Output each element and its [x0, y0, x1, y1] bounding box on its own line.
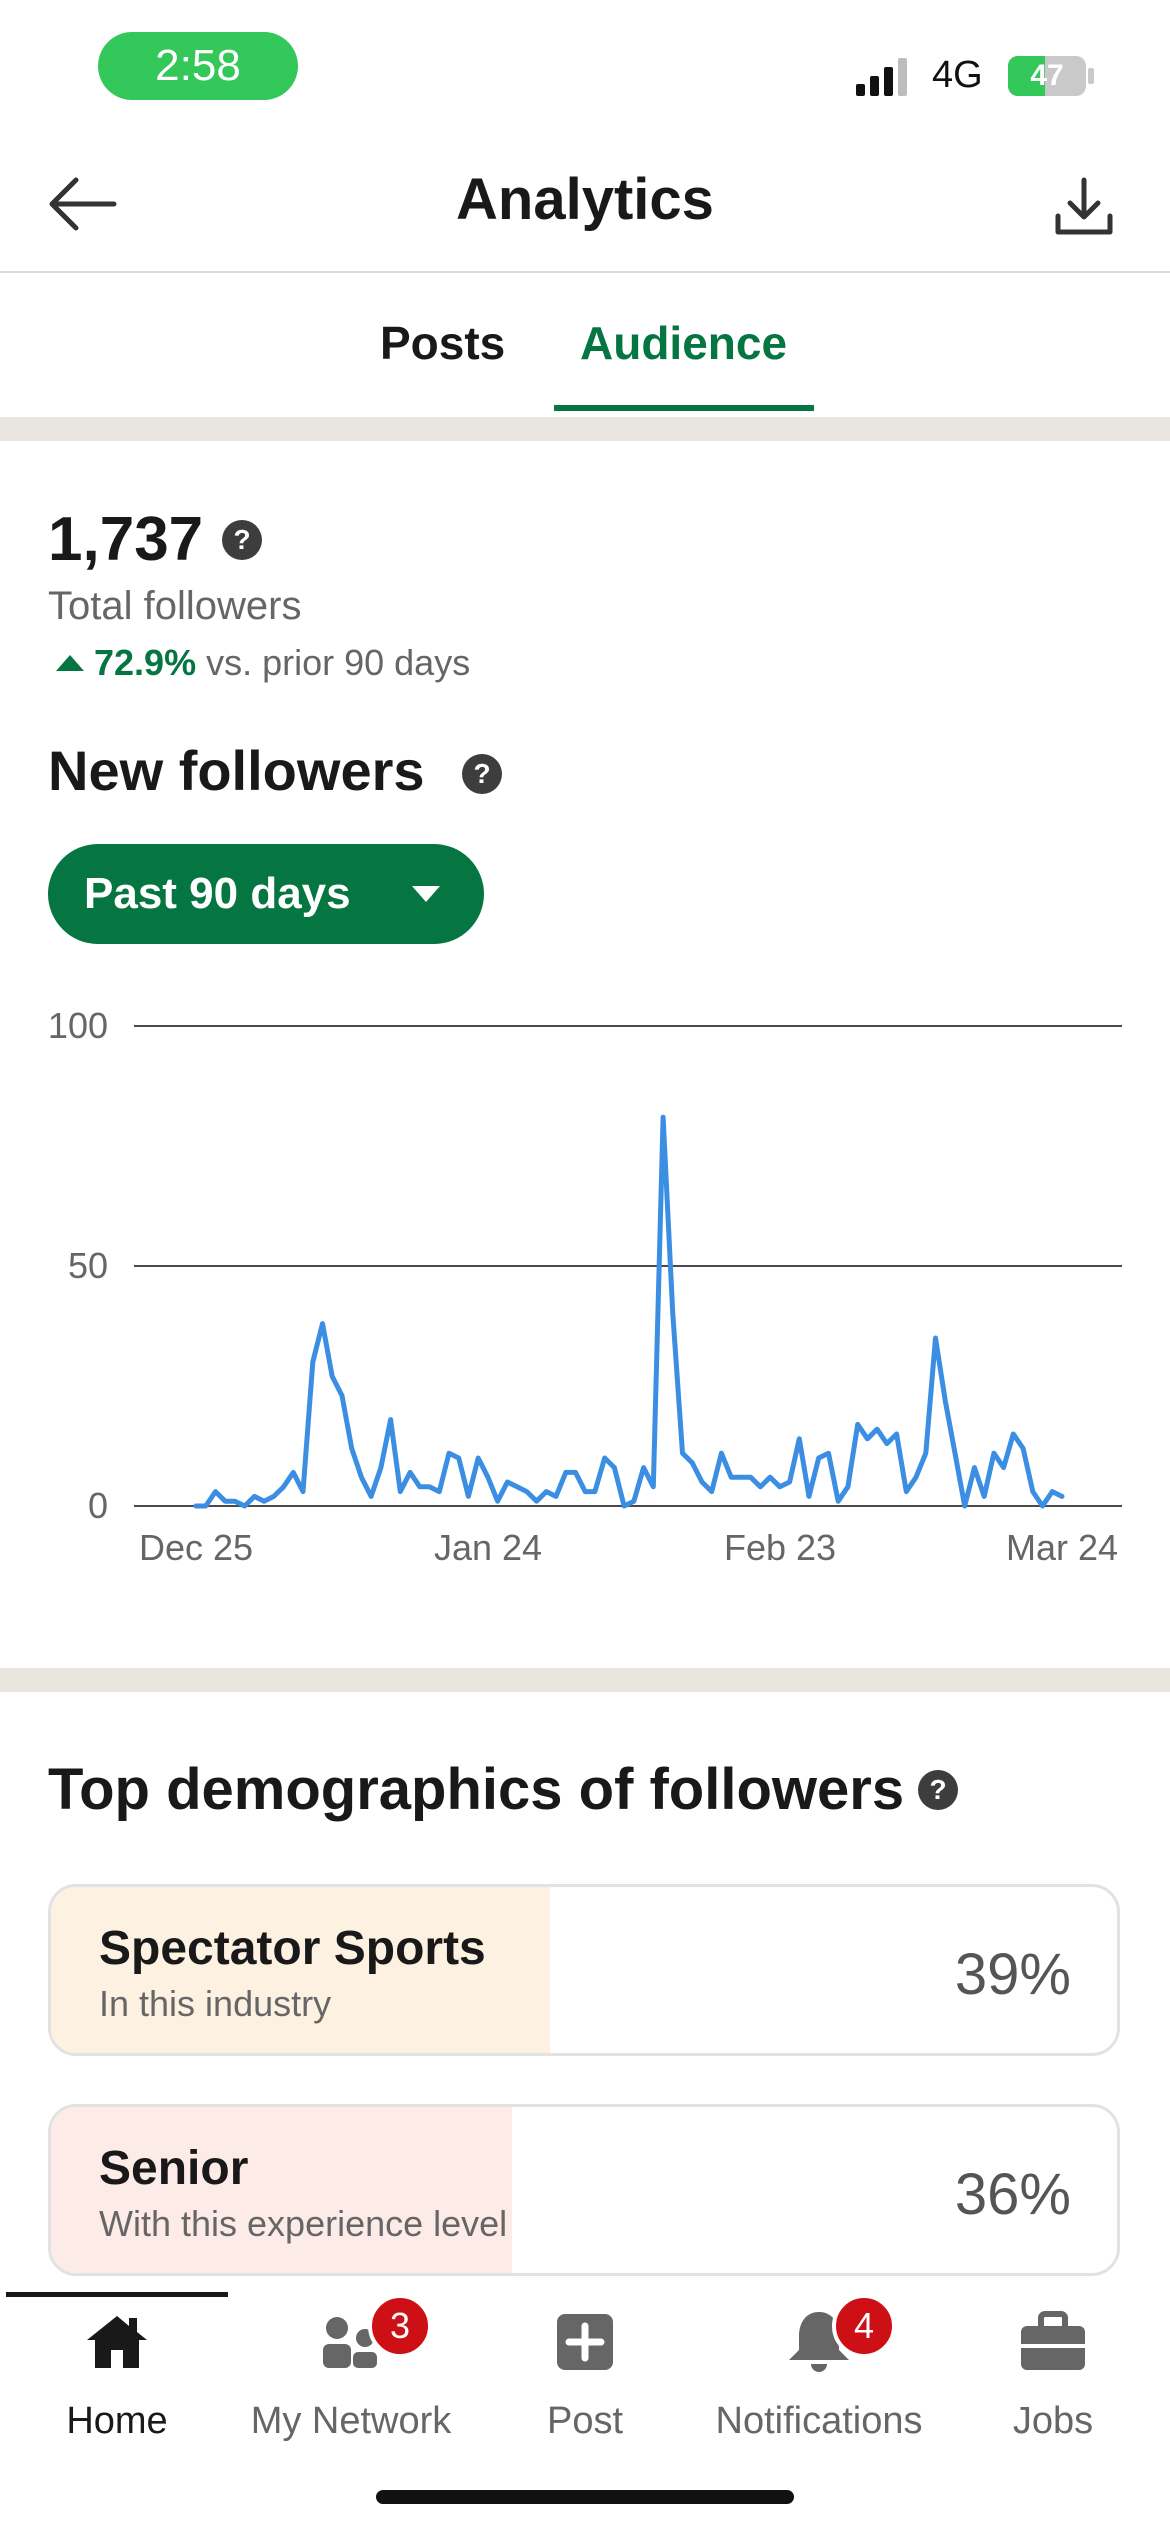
status-time: 2:58 [98, 32, 298, 100]
new-followers-title: New followers [48, 739, 425, 802]
trend-up-icon [56, 655, 84, 671]
nav-my-network[interactable]: 3 My Network [234, 2294, 468, 2452]
demographic-bar [51, 1887, 550, 2053]
demographic-sub: In this industry [99, 1983, 332, 2024]
caret-down-icon [412, 886, 440, 902]
demographic-name: Senior [99, 2142, 249, 2195]
x-tick-label: Dec 25 [139, 1527, 253, 1568]
nav-label: Jobs [1012, 2400, 1094, 2442]
date-range-dropdown[interactable]: Past 90 days [48, 844, 484, 944]
x-tick-label: Mar 24 [1006, 1527, 1118, 1568]
briefcase-icon [1021, 2311, 1085, 2370]
battery-level: 47 [1030, 59, 1064, 92]
y-tick-label: 100 [48, 1005, 108, 1046]
nav-badge: 3 [368, 2294, 432, 2358]
total-followers-count: 1,737 [48, 505, 204, 574]
active-tab-indicator [554, 405, 814, 411]
network-icon [323, 2317, 377, 2368]
home-indicator [376, 2490, 794, 2504]
series-line [193, 1114, 1065, 1509]
demographics-title: Top demographics of followers [48, 1757, 905, 1822]
nav-label: Home [66, 2400, 168, 2442]
demographic-card[interactable]: Senior With this experience level 36% [48, 2104, 1120, 2276]
help-icon[interactable]: ? [462, 754, 502, 794]
demographic-sub: With this experience level [99, 2203, 508, 2244]
home-icon [87, 2316, 147, 2368]
nav-notifications[interactable]: 4 Notifications [702, 2294, 936, 2452]
section-divider [0, 417, 1170, 441]
battery-icon: 47 [1008, 56, 1086, 96]
y-tick-label: 0 [88, 1485, 108, 1526]
total-followers-label: Total followers [48, 584, 302, 628]
y-tick-label: 50 [68, 1245, 108, 1286]
help-icon[interactable]: ? [918, 1770, 958, 1810]
x-tick-label: Feb 23 [724, 1527, 836, 1568]
active-nav-indicator [6, 2292, 228, 2297]
followers-change: 72.9% vs. prior 90 days [56, 642, 470, 684]
demographic-percent: 39% [954, 1942, 1071, 2007]
nav-post[interactable]: Post [468, 2302, 702, 2452]
back-arrow-icon[interactable] [46, 176, 118, 232]
nav-label: My Network [250, 2400, 452, 2442]
download-icon[interactable] [1052, 176, 1116, 240]
change-text: vs. prior 90 days [206, 642, 471, 683]
nav-label: Notifications [715, 2400, 923, 2442]
battery-nub [1088, 68, 1094, 84]
x-tick-label: Jan 24 [434, 1527, 542, 1568]
tab-posts[interactable]: Posts [380, 317, 506, 369]
nav-label: Post [546, 2400, 624, 2442]
demographic-card[interactable]: Spectator Sports In this industry 39% [48, 1884, 1120, 2056]
section-divider [0, 1668, 1170, 1692]
change-value: 72.9% [94, 642, 197, 683]
post-icon [557, 2314, 613, 2370]
demographic-bar [51, 2107, 512, 2273]
tab-audience[interactable]: Audience [580, 317, 788, 369]
date-range-label: Past 90 days [84, 869, 351, 918]
nav-home[interactable]: Home [0, 2302, 234, 2452]
signal-icon [856, 58, 907, 96]
help-icon[interactable]: ? [222, 520, 262, 560]
network-type: 4G [932, 54, 983, 96]
demographic-name: Spectator Sports [99, 1922, 486, 1975]
demographic-percent: 36% [954, 2162, 1071, 2227]
nav-jobs[interactable]: Jobs [936, 2302, 1170, 2452]
nav-badge: 4 [832, 2294, 896, 2358]
page-title: Analytics [456, 167, 714, 232]
header-divider [0, 271, 1170, 273]
new-followers-chart: 0 50 100 Dec 25 Jan 24 Feb 23 Mar 24 [48, 1005, 1122, 1568]
